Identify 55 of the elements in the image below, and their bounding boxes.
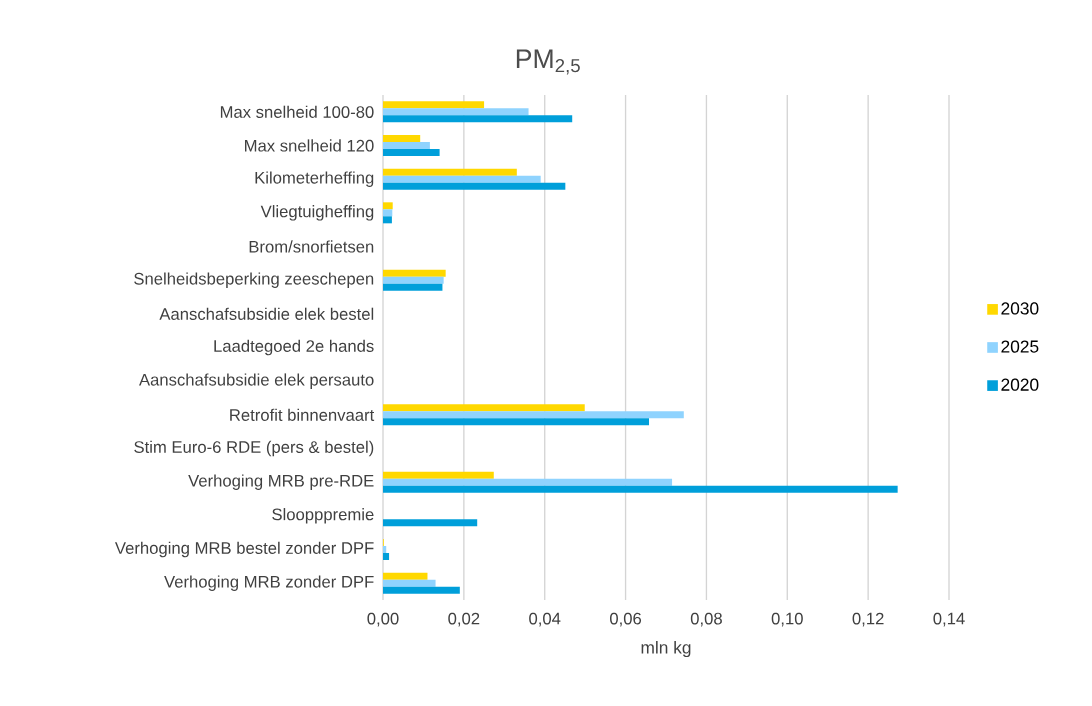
y-tick-label: Aanschafsubsidie elek persauto xyxy=(139,373,374,389)
legend-label: 2030 xyxy=(1001,302,1039,315)
bar xyxy=(383,586,460,594)
bar xyxy=(383,269,446,277)
y-tick-label: Laadtegoed 2e hands xyxy=(214,339,374,356)
y-tick-label: Retrofit binnenvaart xyxy=(230,408,375,421)
bar xyxy=(383,202,393,210)
y-tick-label: Max snelheid 120 xyxy=(245,139,374,152)
bar xyxy=(383,148,440,156)
bar xyxy=(383,411,684,419)
bar xyxy=(383,134,421,142)
legend-label: 2025 xyxy=(1001,340,1039,353)
x-tick-label: 0,08 xyxy=(690,612,722,627)
x-tick-label: 0,02 xyxy=(448,612,480,627)
bar xyxy=(383,141,430,149)
x-tick-label: 0,12 xyxy=(852,612,884,627)
x-tick-label: 0,14 xyxy=(933,612,965,627)
bar xyxy=(383,115,573,123)
chart-title: PM$_{2,5}$ xyxy=(516,49,580,75)
bar xyxy=(383,478,673,486)
bar xyxy=(383,418,650,426)
bar xyxy=(383,175,541,183)
x-tick-label: 0,10 xyxy=(771,612,803,627)
bar xyxy=(383,209,393,217)
bar xyxy=(383,545,387,553)
bar xyxy=(383,471,494,479)
bar xyxy=(383,552,390,560)
legend-label: 2020 xyxy=(1001,378,1039,391)
y-tick-label: Vliegtuigheffing xyxy=(260,205,374,221)
bar xyxy=(383,579,436,587)
bar xyxy=(383,101,485,109)
y-tick-label: Stim Euro-6 RDE (pers & bestel) xyxy=(134,440,374,457)
bar xyxy=(383,572,428,580)
y-tick-label: Aanschafsubsidie elek bestel xyxy=(159,307,374,320)
bar xyxy=(383,216,392,224)
bar xyxy=(383,108,529,116)
x-tick-label: 0,00 xyxy=(367,612,399,627)
bar xyxy=(383,519,478,527)
y-tick-label: Verhoging MRB zonder DPF xyxy=(164,575,374,591)
bar xyxy=(383,283,443,291)
x-tick-label: 0,04 xyxy=(529,612,561,627)
y-tick-label: Snelheidsbeperking zeeschepen xyxy=(134,272,374,288)
y-tick-label: Kilometerheffing xyxy=(255,171,374,187)
x-tick-label: 0,06 xyxy=(610,612,642,627)
bar xyxy=(383,404,585,412)
bar xyxy=(383,276,444,284)
bar xyxy=(383,485,898,493)
bar xyxy=(383,182,566,190)
bar xyxy=(383,168,517,176)
y-tick-label: Verhoging MRB pre-RDE xyxy=(188,474,374,490)
y-tick-label: Max snelheid 100-80 xyxy=(220,105,374,118)
y-tick-label: Brom/snorfietsen xyxy=(249,240,374,253)
x-axis-title: mln kg xyxy=(641,640,691,658)
y-tick-label: Verhoging MRB bestel zonder DPF xyxy=(114,541,374,558)
y-tick-label: Sloopppremie xyxy=(272,508,374,524)
